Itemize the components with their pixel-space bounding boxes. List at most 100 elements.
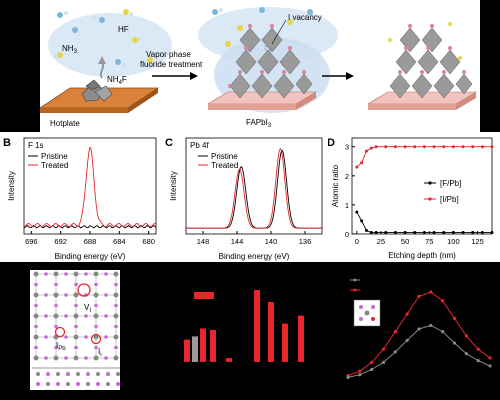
series-point <box>452 341 457 345</box>
side-atom <box>96 372 100 376</box>
series-point <box>480 231 484 235</box>
panel-c-ylabel: Intensity <box>169 171 178 201</box>
i-atom <box>104 356 108 360</box>
i-atom <box>104 335 108 339</box>
panel-g <box>346 278 492 379</box>
pb-atom <box>73 271 79 277</box>
i-atom <box>104 272 108 276</box>
series-point <box>405 312 409 316</box>
series-point <box>355 165 359 169</box>
panel-e-lattice-background <box>30 270 120 390</box>
i-atom <box>34 324 38 329</box>
i-atom <box>94 303 98 308</box>
i-atom <box>34 282 38 287</box>
panel-c-letter: C <box>165 137 173 149</box>
series-point <box>369 146 373 150</box>
side-atom <box>56 382 60 386</box>
side-atom <box>46 372 50 376</box>
panel-d-letter: D <box>328 137 335 149</box>
vi-label: VI <box>84 303 91 314</box>
series-point <box>393 231 397 235</box>
pb-atom <box>93 355 99 361</box>
bar <box>226 358 232 362</box>
series-point <box>384 145 388 149</box>
series-point <box>381 360 386 364</box>
i-atom <box>74 345 78 350</box>
panel-d-legend-f: [F/Pb] <box>440 179 461 188</box>
series-line <box>347 324 491 378</box>
series-point <box>488 356 492 360</box>
side-atom <box>76 382 80 386</box>
series-point <box>432 145 436 149</box>
xtick-label: 696 <box>25 237 38 246</box>
side-atom <box>86 382 90 386</box>
i-atom <box>64 314 68 318</box>
series-point <box>364 229 368 233</box>
pb-atom <box>33 292 39 298</box>
side-atom <box>106 382 110 386</box>
side-atom <box>96 382 100 386</box>
panel-f-legend-swatch <box>194 292 214 299</box>
series-point <box>370 360 374 364</box>
bar <box>282 323 288 362</box>
i-atom <box>74 324 78 329</box>
pb-atom <box>73 355 79 361</box>
pb-atom <box>113 271 119 277</box>
fapbi-label: FAPbI3 <box>246 118 272 129</box>
series-point <box>441 299 445 303</box>
side-atom <box>66 372 70 376</box>
series-point <box>364 149 368 153</box>
series-point <box>374 231 378 235</box>
panel-c-frame <box>185 137 323 235</box>
xtick-label: 100 <box>447 237 460 246</box>
panel-b-legend-treated: Treated <box>41 161 68 170</box>
i-vacancy-marker <box>264 44 272 52</box>
perovskite-lattice-treated <box>229 27 313 99</box>
panel-c-legend-pristine: Pristine <box>211 152 238 161</box>
pb-atom <box>113 355 119 361</box>
xtick-label: 148 <box>197 237 210 246</box>
panel-b-xticks: 696 692 688 684 680 <box>25 231 155 246</box>
xtick-label: 50 <box>401 237 409 246</box>
i-atom <box>44 356 48 360</box>
series-point <box>490 231 494 235</box>
panel-b-xlabel: Binding energy (eV) <box>55 252 126 261</box>
ii-label: Ii <box>98 347 102 358</box>
i-atom <box>74 303 78 308</box>
i-atom <box>44 335 48 339</box>
panel-b-spectrum: F 1s <box>28 141 44 150</box>
pb-atom <box>53 271 59 277</box>
series-point <box>403 145 407 149</box>
i-atom <box>54 303 58 308</box>
panel-d-ticks: 0 25 50 75 100 125 0 1 2 3 <box>345 143 484 246</box>
pb-atom <box>53 313 59 319</box>
bar <box>192 336 198 362</box>
nh3-label: NH3 <box>62 44 78 55</box>
ipb-label: IPb <box>56 341 66 352</box>
pb-atom <box>113 334 119 340</box>
series-point <box>451 145 455 149</box>
series-point <box>413 145 417 149</box>
side-atom <box>36 382 40 386</box>
i-atom <box>74 282 78 287</box>
xtick-label: 25 <box>377 237 385 246</box>
i-atom <box>114 345 118 350</box>
i-atom <box>84 272 88 276</box>
vi-defect-marker <box>77 283 91 297</box>
i-atom <box>54 345 58 350</box>
pb-atom <box>93 271 99 277</box>
side-atom <box>116 382 120 386</box>
panel-b-ylabel: Intensity <box>7 171 16 201</box>
series-point <box>360 161 364 165</box>
bar <box>200 328 206 362</box>
series-point <box>370 367 374 372</box>
panel-b-legend-pristine: Pristine <box>41 152 68 161</box>
series-point <box>476 359 480 363</box>
series-point <box>488 364 492 368</box>
panel-d: D 0 25 50 75 100 125 0 1 2 3 [F/Pb] [I/Pb] Etchin… <box>328 132 500 262</box>
series-point <box>393 350 397 354</box>
panel-f-bars <box>184 290 304 362</box>
series-point <box>384 231 388 235</box>
series-point <box>381 347 386 351</box>
series-treated <box>23 146 157 228</box>
